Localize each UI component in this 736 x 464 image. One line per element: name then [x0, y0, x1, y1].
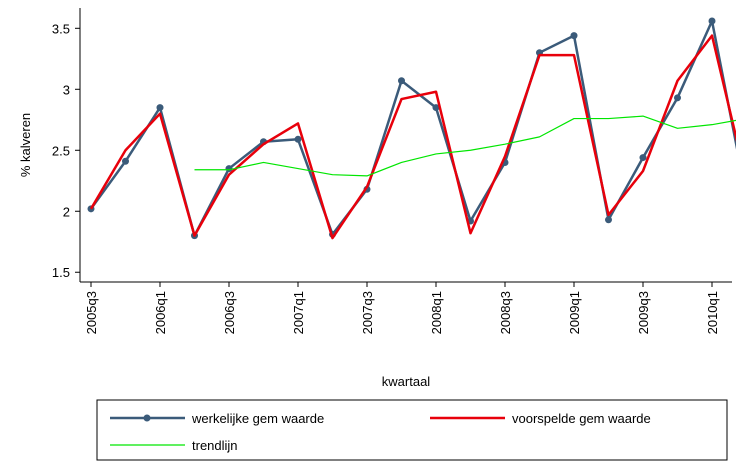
legend-label: trendlijn	[192, 438, 238, 453]
y-axis-label: % kalveren	[18, 113, 33, 177]
x-tick-label: 2007q3	[360, 291, 375, 334]
data-point	[570, 32, 578, 40]
x-tick-label: 2006q1	[153, 291, 168, 334]
series-line	[194, 115, 736, 177]
y-tick-label: 1.5	[52, 265, 70, 280]
y-tick-label: 3.5	[52, 21, 70, 36]
data-point	[639, 154, 647, 162]
series-line	[89, 34, 736, 240]
x-tick-label: 2006q3	[222, 291, 237, 334]
data-point	[432, 104, 440, 112]
data-point	[605, 216, 612, 224]
legend-label: werkelijke gem waarde	[191, 411, 324, 426]
data-point	[674, 94, 681, 102]
data-point	[122, 157, 129, 165]
data-point	[156, 104, 164, 112]
x-tick-label: 2009q3	[636, 291, 651, 334]
x-tick-label: 2007q1	[291, 291, 306, 334]
legend-label: voorspelde gem waarde	[512, 411, 651, 426]
legend-marker	[143, 414, 151, 422]
x-tick-label: 2008q1	[429, 291, 444, 334]
y-tick-label: 3	[63, 82, 70, 97]
x-axis-label: kwartaal	[382, 374, 431, 389]
x-tick-label: 2005q3	[84, 291, 99, 334]
data-point	[294, 135, 302, 143]
data-point	[708, 17, 716, 25]
y-tick-label: 2	[63, 204, 70, 219]
x-tick-label: 2010q1	[705, 291, 720, 334]
y-tick-label: 2.5	[52, 143, 70, 158]
x-tick-label: 2008q3	[498, 291, 513, 334]
data-point	[398, 77, 405, 85]
legend	[96, 399, 728, 461]
x-tick-label: 2009q1	[567, 291, 582, 334]
